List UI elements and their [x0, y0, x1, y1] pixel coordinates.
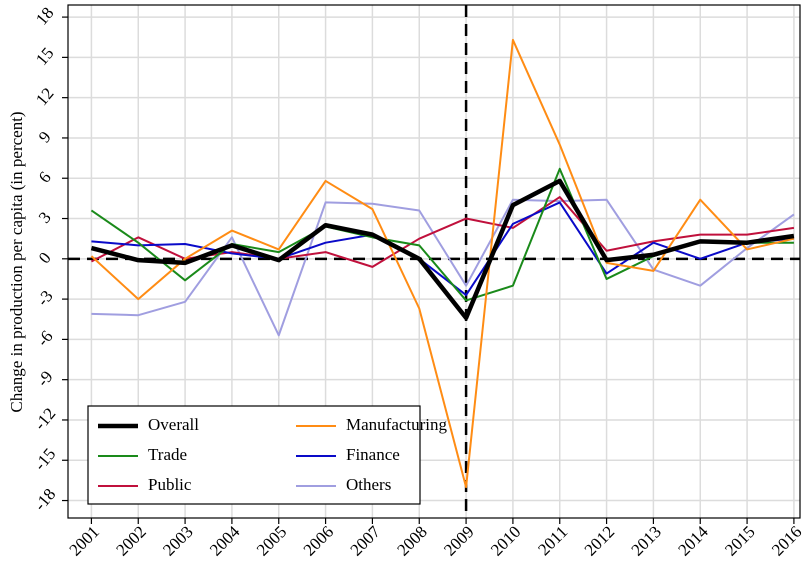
x-tick-label: 2013: [628, 522, 665, 559]
x-tick-label: 2009: [440, 522, 477, 559]
series-line: [91, 198, 795, 337]
x-tick-label: 2011: [534, 522, 571, 559]
legend-label: Manufacturing: [346, 415, 448, 434]
legend-label: Public: [148, 475, 192, 494]
y-tick-label: 6: [35, 168, 55, 187]
series-line: [90, 38, 795, 489]
y-tick-label: -12: [30, 404, 59, 434]
x-tick-label: 2015: [721, 522, 758, 559]
series-line: [90, 178, 795, 321]
y-tick-label: 3: [35, 208, 55, 227]
y-tick-label: -6: [33, 327, 57, 350]
y-tick-label: 18: [32, 3, 57, 28]
x-tick-label: 2004: [206, 522, 244, 560]
x-tick-label: 2010: [487, 522, 524, 559]
legend-label: Trade: [148, 445, 187, 464]
y-tick-label: -15: [30, 444, 59, 474]
legend-label: Others: [346, 475, 391, 494]
legend-label: Overall: [148, 415, 199, 434]
y-axis-label: Change in production per capita (in perc…: [7, 111, 26, 412]
y-tick-label: 9: [35, 128, 55, 147]
x-tick-label: 2012: [581, 522, 618, 559]
y-tick-label: 15: [32, 44, 57, 69]
y-tick-label: 12: [32, 84, 57, 109]
x-tick-label: 2005: [253, 522, 290, 559]
x-tick-label: 2014: [674, 522, 712, 560]
y-tick-label: -3: [33, 287, 57, 310]
x-tick-label: 2007: [347, 522, 385, 560]
y-tick-label: -18: [30, 485, 59, 515]
x-tick-label: 2001: [66, 522, 103, 559]
x-tick-label: 2016: [768, 522, 802, 559]
series-line: [91, 201, 794, 297]
legend-box: [87, 405, 421, 505]
y-tick-label: 0: [35, 248, 55, 267]
plot-frame: [67, 4, 801, 519]
y-tick-label: -9: [33, 367, 57, 390]
x-tick-label: 2003: [159, 522, 196, 559]
x-tick-label: 2006: [300, 522, 337, 559]
x-tick-label: 2002: [112, 522, 149, 559]
legend-label: Finance: [346, 445, 400, 464]
x-tick-label: 2008: [393, 522, 430, 559]
